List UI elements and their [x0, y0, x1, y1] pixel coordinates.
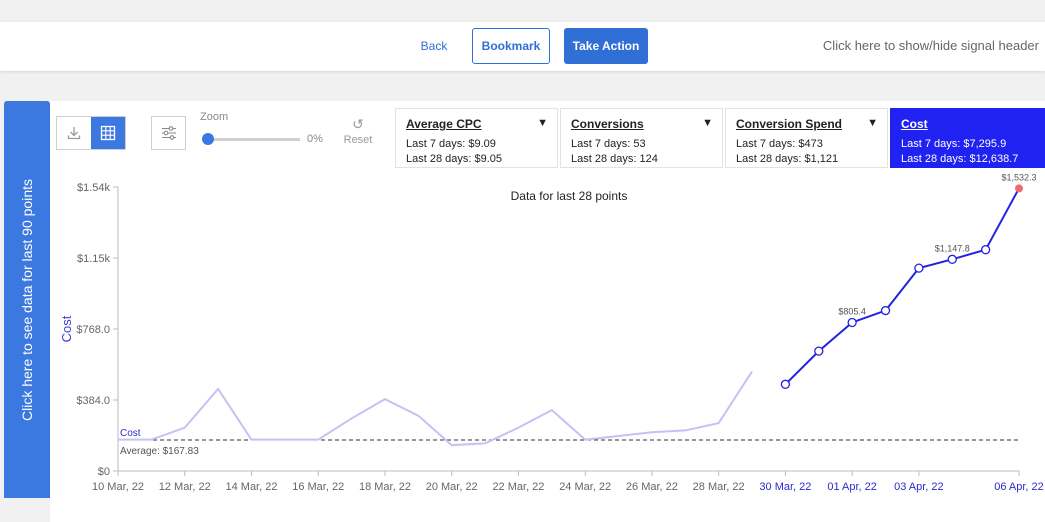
y-tick-label: $384.0: [76, 395, 110, 407]
y-tick-label: $1.15k: [77, 253, 111, 265]
last-90-points-tab[interactable]: Click here to see data for last 90 point…: [4, 101, 50, 498]
top-header-bar: Back Bookmark Take Action Click here to …: [0, 22, 1045, 71]
x-tick-label: 14 Mar, 22: [225, 481, 277, 493]
x-tick-label: 16 Mar, 22: [292, 481, 344, 493]
data-point: [780, 379, 791, 389]
data-point: [814, 346, 824, 356]
data-point: [880, 305, 891, 316]
metric-last7: Last 7 days: $7,295.9: [901, 138, 1007, 150]
data-label: $1,147.8: [935, 243, 970, 253]
metric-card-cost[interactable]: Cost Last 7 days: $7,295.9 Last 28 days:…: [890, 108, 1045, 168]
download-button[interactable]: [57, 117, 91, 149]
metric-last28: Last 28 days: $9.05: [406, 153, 503, 165]
metric-last28: Last 28 days: 124: [571, 153, 658, 165]
caret-down-icon: ▼: [867, 117, 878, 129]
x-tick-label: 10 Mar, 22: [92, 481, 144, 493]
metric-card-conversion-spend[interactable]: Conversion Spend ▼ Last 7 days: $473 Las…: [725, 108, 888, 168]
metric-card-conversions[interactable]: Conversions ▼ Last 7 days: 53 Last 28 da…: [560, 108, 723, 168]
x-tick-label: 12 Mar, 22: [159, 481, 211, 493]
zoom-slider-track[interactable]: [206, 138, 300, 141]
cost-line-recent: [784, 187, 1020, 386]
signal-header-toggle-link[interactable]: Click here to show/hide signal header: [822, 38, 1039, 53]
data-label: $1,532.3: [1001, 172, 1036, 182]
chart-settings-button[interactable]: [151, 116, 186, 150]
take-action-button[interactable]: Take Action: [564, 28, 648, 64]
chart-panel: Zoom 0% ↺ Reset Average CPC ▼ Last 7 day…: [50, 101, 1045, 522]
reset-button[interactable]: ↺ Reset: [336, 117, 380, 146]
x-tick-label: 01 Apr, 22: [827, 481, 877, 493]
y-tick-label: $1.54k: [77, 182, 111, 194]
metric-last7: Last 7 days: 53: [571, 138, 646, 150]
metric-title: Conversions: [571, 117, 644, 131]
data-point: [914, 263, 924, 273]
x-tick-label: 26 Mar, 22: [626, 481, 678, 493]
data-point: [980, 245, 991, 255]
caret-down-icon: ▼: [702, 117, 713, 129]
average-value-label: Average: $167.83: [120, 446, 199, 457]
metric-last7: Last 7 days: $9.09: [406, 138, 496, 150]
metric-title: Conversion Spend: [736, 117, 843, 131]
y-tick-label: $0: [98, 466, 110, 478]
x-tick-label: 30 Mar, 22: [759, 481, 811, 493]
download-icon: [67, 127, 80, 140]
zoom-label: Zoom: [200, 111, 229, 123]
x-tick-label: 03 Apr, 22: [894, 481, 944, 493]
caret-down-icon: ▼: [537, 117, 548, 129]
metric-last28: Last 28 days: $12,638.7: [901, 153, 1019, 165]
zoom-slider-thumb[interactable]: [202, 133, 214, 145]
reset-label: Reset: [343, 134, 373, 146]
x-tick-label: 18 Mar, 22: [359, 481, 411, 493]
y-axis-title: Cost: [59, 315, 74, 342]
table-view-button[interactable]: [90, 117, 125, 149]
latest-data-point: [1015, 184, 1023, 193]
average-series-label: Cost: [120, 428, 141, 439]
y-tick-label: $768.0: [76, 324, 110, 336]
data-point: [947, 254, 957, 264]
chart-title: Data for last 28 points: [511, 189, 628, 203]
x-tick-label: 28 Mar, 22: [693, 481, 745, 493]
metric-card-average-cpc[interactable]: Average CPC ▼ Last 7 days: $9.09 Last 28…: [395, 108, 558, 168]
refresh-icon: ↺: [352, 116, 364, 132]
data-label: $805.4: [838, 306, 866, 316]
metric-title: Cost: [901, 117, 928, 131]
data-point: [847, 317, 857, 328]
x-tick-label: 20 Mar, 22: [426, 481, 478, 493]
x-tick-label: 24 Mar, 22: [559, 481, 611, 493]
bookmark-button[interactable]: Bookmark: [472, 28, 550, 64]
x-tick-label: 06 Apr, 22: [994, 481, 1044, 493]
x-tick-label: 22 Mar, 22: [492, 481, 544, 493]
sliders-icon: [161, 126, 176, 140]
view-toggle: [56, 116, 126, 150]
cost-line-past: [118, 370, 753, 447]
table-grid-icon: [100, 125, 115, 141]
back-button[interactable]: Back: [420, 39, 448, 53]
zoom-value: 0%: [307, 133, 323, 145]
metric-last28: Last 28 days: $1,121: [736, 153, 839, 165]
metric-last7: Last 7 days: $473: [736, 138, 823, 150]
metric-title: Average CPC: [406, 117, 482, 131]
